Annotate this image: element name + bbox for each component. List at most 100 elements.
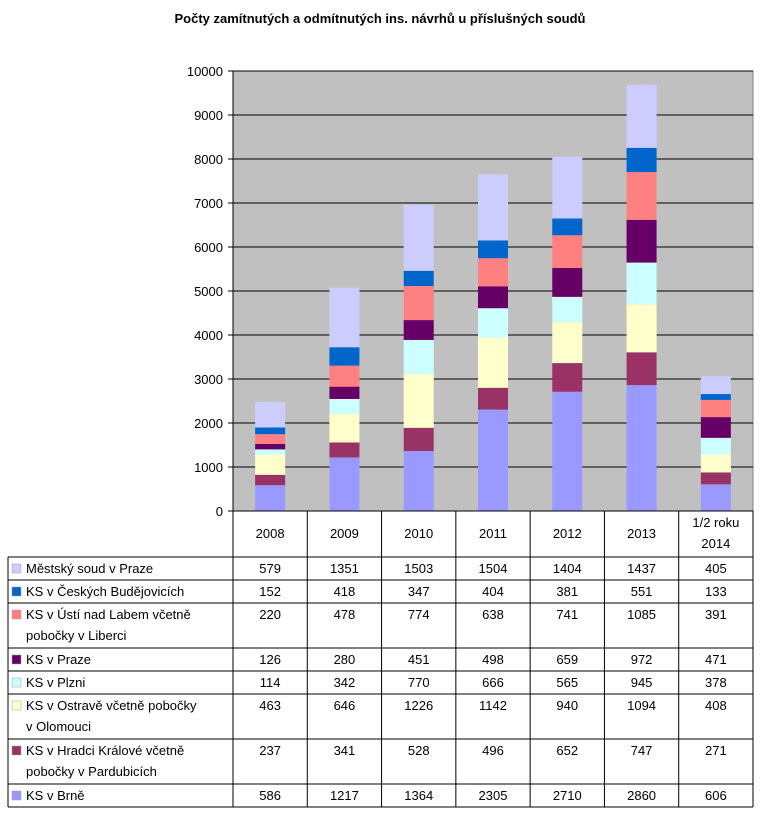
data-label: 741	[556, 607, 578, 622]
data-label: 404	[482, 584, 504, 599]
data-label: 2860	[627, 788, 656, 803]
bar-segment	[478, 174, 508, 241]
y-tick-label: 5000	[194, 284, 223, 299]
data-label: 341	[334, 743, 356, 758]
bar-segment	[403, 427, 434, 451]
bar-segment	[478, 387, 508, 410]
data-label: 220	[259, 607, 281, 622]
bar-segment	[552, 363, 583, 392]
bar-segment	[255, 449, 286, 455]
bar-segment	[626, 84, 657, 148]
bar-segment	[329, 287, 360, 348]
data-label: 2710	[553, 788, 582, 803]
data-label: 478	[334, 607, 356, 622]
bar-segment	[700, 376, 731, 395]
data-label: 271	[705, 743, 727, 758]
data-label: 666	[482, 675, 504, 690]
legend-swatch	[11, 745, 22, 756]
bar-segment	[403, 373, 434, 428]
bar-segment	[329, 347, 360, 366]
y-axis: 0 1000 2000 3000 4000 5000 6000 7000 8000 9000 100…	[187, 64, 234, 519]
chart-title: Počty zamítnutých a odmítnutých ins. náv…	[175, 11, 586, 26]
y-tick-label: 8000	[194, 152, 223, 167]
legend-label: KS v Hradci Králové včetně	[26, 743, 184, 758]
bar-segment	[700, 454, 731, 473]
y-tick-label: 7000	[194, 196, 223, 211]
y-tick-label: 1000	[194, 460, 223, 475]
legend-swatch	[11, 700, 22, 711]
x-category-label: 1/2 roku	[692, 515, 739, 530]
data-label: 565	[556, 675, 578, 690]
x-category-label: 2011	[479, 526, 507, 541]
y-tick-label: 10000	[187, 64, 223, 79]
data-label: 579	[259, 561, 281, 576]
bar-segment	[552, 296, 583, 322]
bar-segment	[478, 286, 508, 309]
bar-segment	[478, 240, 508, 259]
data-label: 342	[334, 675, 356, 690]
bar-segment	[255, 443, 286, 450]
bar-segment	[700, 394, 731, 400]
x-category-label: 2009	[330, 526, 359, 541]
bar-segment	[700, 472, 731, 485]
bar-segment	[478, 337, 508, 388]
data-label: 1226	[404, 698, 433, 713]
legend-label: pobočky v Liberci	[26, 628, 127, 643]
data-label: 347	[408, 584, 430, 599]
data-label: 1503	[404, 561, 433, 576]
data-label: 940	[556, 698, 578, 713]
data-label: 405	[705, 561, 727, 576]
bar-segment	[700, 484, 731, 511]
x-category-label: 2012	[553, 526, 582, 541]
legend-swatch	[11, 677, 22, 688]
data-label: 237	[259, 743, 281, 758]
data-label: 1504	[479, 561, 508, 576]
legend-swatch	[11, 563, 22, 574]
data-label: 280	[334, 652, 356, 667]
x-category-label: 2013	[627, 526, 656, 541]
bar-segment	[626, 262, 657, 305]
bar-segment	[552, 321, 583, 364]
data-label: 1437	[627, 561, 656, 576]
bar-segment	[626, 172, 657, 220]
bar-segment	[255, 474, 286, 486]
legend-label: KS v Brně	[26, 788, 85, 803]
bar-segment	[626, 352, 657, 386]
data-label: 1094	[627, 698, 656, 713]
data-label: 638	[482, 607, 504, 622]
y-tick-label: 2000	[194, 416, 223, 431]
data-label: 1364	[404, 788, 433, 803]
data-label: 498	[482, 652, 504, 667]
data-label: 408	[705, 698, 727, 713]
bar-segment	[478, 258, 508, 287]
bar-segment	[403, 286, 434, 321]
x-category-label: 2008	[256, 526, 285, 541]
legend-label: KS v Českých Budějovicích	[26, 584, 184, 599]
bar-segment	[552, 267, 583, 297]
bar-segment	[255, 402, 286, 428]
data-label: 972	[631, 652, 653, 667]
data-label: 496	[482, 743, 504, 758]
y-tick-label: 4000	[194, 328, 223, 343]
legend-label: KS v Praze	[26, 652, 91, 667]
data-label: 945	[631, 675, 653, 690]
bar-segment	[403, 204, 434, 271]
bar-segment	[329, 365, 360, 387]
bars	[255, 84, 731, 511]
bar-segment	[478, 409, 508, 511]
x-category-label: 2014	[701, 536, 730, 551]
data-table: 2008 2009 2010 2011 2012 2013 1/2 roku 2014 Měst…	[7, 510, 754, 808]
data-label: 152	[259, 584, 281, 599]
data-label: 551	[631, 584, 653, 599]
bar-segment	[478, 308, 508, 338]
data-label: 126	[259, 652, 281, 667]
bar-segment	[329, 386, 360, 399]
legend-swatch	[11, 790, 22, 801]
data-label: 471	[705, 652, 727, 667]
data-label: 1351	[330, 561, 359, 576]
bar-segment	[626, 385, 657, 511]
bar-segment	[255, 485, 286, 511]
data-label: 133	[705, 584, 727, 599]
bar-segment	[626, 219, 657, 263]
